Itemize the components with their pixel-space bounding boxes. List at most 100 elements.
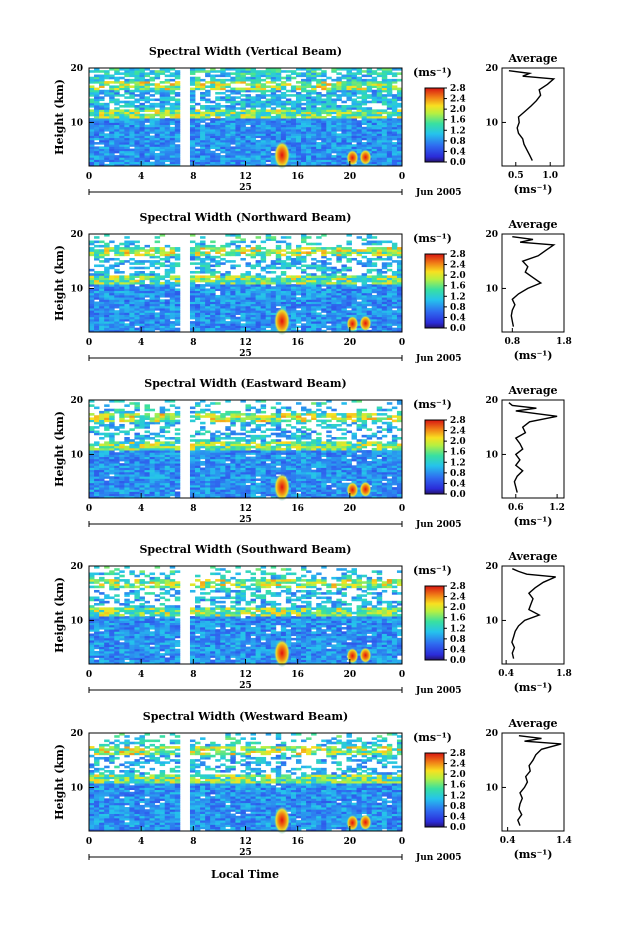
heatmap-cells <box>89 234 403 333</box>
hotspot <box>359 481 372 498</box>
colorbar <box>424 253 445 329</box>
average-y-tick: 20 <box>485 64 498 74</box>
panel-title: Spectral Width (Westward Beam) <box>143 710 348 723</box>
average-x-label: (ms⁻¹) <box>514 349 553 362</box>
average-title: Average <box>507 550 557 563</box>
colorbar-tick: 2.0 <box>450 437 466 447</box>
average-x-tick: 1.8 <box>556 337 572 347</box>
colorbar-tick: 0.8 <box>450 635 466 645</box>
date-label: Jun 2005 <box>415 520 462 530</box>
hotspot <box>274 473 291 502</box>
y-tick-label: 10 <box>70 450 83 460</box>
colorbar-tick: 2.4 <box>450 427 466 437</box>
colorbar-tick: 0.8 <box>450 469 466 479</box>
x-tick-label: 4 <box>138 837 144 847</box>
colorbar-tick: 2.0 <box>450 770 466 780</box>
average-x-tick: 0.5 <box>508 171 524 181</box>
day-label: 25 <box>239 681 252 691</box>
panel-title: Spectral Width (Northward Beam) <box>140 211 352 224</box>
colorbar-tick: 2.4 <box>450 593 466 603</box>
x-tick-label: 8 <box>190 338 196 348</box>
colorbar-tick: 1.6 <box>450 781 466 791</box>
y-axis-label: Height (km) <box>53 79 66 155</box>
x-tick-label: 16 <box>291 670 304 680</box>
colorbar-tick: 1.6 <box>450 448 466 458</box>
x-tick-label: 0 <box>86 837 92 847</box>
day-label: 25 <box>239 183 252 193</box>
x-tick-label: 0 <box>86 338 92 348</box>
colorbar-tick: 0.4 <box>450 812 466 822</box>
colorbar-tick: 0.8 <box>450 802 466 812</box>
day-label: 25 <box>239 515 252 525</box>
panel-5: Spectral Width (Westward Beam) 10 20 Height… <box>53 710 572 863</box>
y-axis-label: Height (km) <box>53 744 66 820</box>
average-x-tick: 1.2 <box>549 503 565 513</box>
hotspot <box>359 647 372 664</box>
x-tick-label: 20 <box>344 338 357 348</box>
average-x-tick: 0.4 <box>500 836 516 846</box>
x-tick-label: 4 <box>138 338 144 348</box>
average-y-tick: 10 <box>485 616 498 626</box>
colorbar-tick: 0.4 <box>450 645 466 655</box>
colorbar-tick: 0.4 <box>450 147 466 157</box>
average-profile-line <box>511 568 556 659</box>
average-frame <box>501 233 565 333</box>
average-y-tick: 20 <box>485 562 498 572</box>
x-tick-label: 4 <box>138 670 144 680</box>
x-tick-label: 0 <box>86 504 92 514</box>
colorbar-tick: 1.2 <box>450 791 466 801</box>
hotspot <box>346 814 359 831</box>
panel-title: Spectral Width (Eastward Beam) <box>144 377 346 390</box>
average-x-tick: 0.6 <box>508 503 524 513</box>
data-gap <box>183 566 188 664</box>
colorbar-tick: 1.6 <box>450 282 466 292</box>
colorbar-unit: (ms⁻¹) <box>413 232 452 245</box>
y-axis-label: Height (km) <box>53 411 66 487</box>
hotspot <box>346 647 359 664</box>
date-label: Jun 2005 <box>415 188 462 198</box>
average-y-tick: 20 <box>485 230 498 240</box>
average-x-label: (ms⁻¹) <box>514 681 553 694</box>
average-x-label: (ms⁻¹) <box>514 515 553 528</box>
average-profile-line <box>508 70 556 161</box>
panel-3: Spectral Width (Eastward Beam) 10 20 Height… <box>53 377 565 530</box>
y-tick-label: 20 <box>70 230 83 240</box>
panel-title: Spectral Width (Vertical Beam) <box>149 45 342 58</box>
panel-4: Spectral Width (Southward Beam) 10 20 Heigh… <box>53 543 572 696</box>
colorbar-tick: 0.8 <box>450 137 466 147</box>
y-tick-label: 20 <box>70 562 83 572</box>
colorbar-tick: 0.4 <box>450 479 466 489</box>
x-tick-label: 12 <box>239 172 252 182</box>
heatmap-cells <box>89 733 403 832</box>
average-y-tick: 20 <box>485 729 498 739</box>
x-tick-label: 20 <box>344 172 357 182</box>
date-label: Jun 2005 <box>415 686 462 696</box>
colorbar-tick: 0.4 <box>450 313 466 323</box>
y-tick-label: 20 <box>70 729 83 739</box>
x-tick-label: 20 <box>344 504 357 514</box>
data-gap <box>183 400 188 498</box>
average-frame <box>501 399 565 499</box>
average-x-tick: 0.8 <box>504 337 520 347</box>
data-gap <box>183 68 188 166</box>
x-tick-label: 8 <box>190 837 196 847</box>
hotspot <box>274 806 291 835</box>
x-tick-label: 12 <box>239 670 252 680</box>
average-y-tick: 10 <box>485 284 498 294</box>
x-tick-label: 12 <box>239 338 252 348</box>
x-tick-label: 8 <box>190 504 196 514</box>
colorbar-tick: 2.8 <box>450 250 466 260</box>
colorbar <box>424 87 445 163</box>
colorbar <box>424 419 445 495</box>
colorbar-tick: 2.0 <box>450 603 466 613</box>
average-y-tick: 10 <box>485 783 498 793</box>
x-tick-label: 0 <box>399 837 405 847</box>
panel-1: Spectral Width (Vertical Beam) 10 20 Height… <box>53 45 565 198</box>
average-frame <box>501 732 565 832</box>
hotspot <box>346 149 359 166</box>
average-x-label: (ms⁻¹) <box>514 848 553 861</box>
x-tick-label: 16 <box>291 837 304 847</box>
average-x-tick: 1.8 <box>556 669 572 679</box>
panel-title: Spectral Width (Southward Beam) <box>139 543 351 556</box>
